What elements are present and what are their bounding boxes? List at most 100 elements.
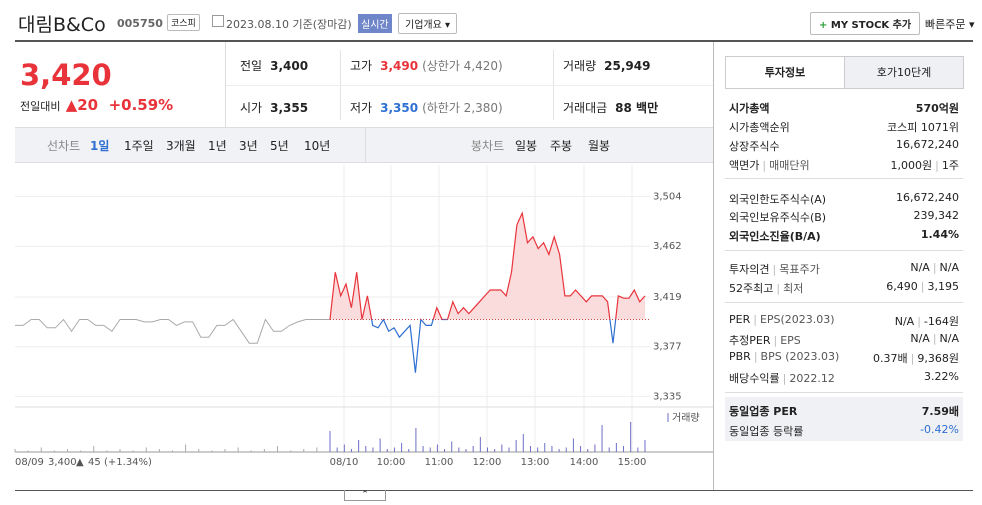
cell-note: (상한가 4,420) <box>422 59 503 73</box>
realtime-badge[interactable]: 실시간 <box>358 14 392 33</box>
tab-item[interactable]: 1년 <box>208 139 227 153</box>
info-label: 동일업종 PER <box>729 405 797 418</box>
volume-bar <box>329 431 331 452</box>
info-label: PBR | BPS (2023.03) <box>729 350 839 363</box>
tab-label: 선차트 <box>47 139 81 153</box>
volume-bar <box>145 447 147 452</box>
mystock-button[interactable]: + MY STOCK 추가 <box>810 12 921 35</box>
sep: | <box>753 313 757 326</box>
tab-item[interactable]: 월봉 <box>588 139 611 153</box>
volume-bar <box>465 449 467 452</box>
info-label: 시가총액 <box>729 102 769 115</box>
volume-bar <box>316 447 318 452</box>
cell-label: 거래대금 <box>563 101 608 115</box>
volume-bar <box>277 446 278 452</box>
info-value: 16,672,240 <box>896 191 959 204</box>
volume-bar <box>14 449 16 452</box>
side-rule <box>725 302 963 303</box>
tab-item[interactable]: 10년 <box>304 139 331 153</box>
volume-bar <box>350 449 352 452</box>
value-part: 570억원 <box>915 102 959 115</box>
quote-cell: 거래대금 88 백만 <box>563 99 658 116</box>
volume-bar <box>544 443 546 452</box>
volume-bar <box>408 449 410 452</box>
volume-bar <box>53 450 55 452</box>
side-rule <box>725 250 963 251</box>
quote-cell: 고가 3,490 (상한가 4,420) <box>350 57 503 74</box>
volume-bar <box>372 447 374 452</box>
value-part: 코스피 1071위 <box>887 121 959 134</box>
info-label: PER | EPS(2023.03) <box>729 313 835 326</box>
overview-button[interactable]: 기업개요 ▾ <box>398 13 458 34</box>
tab-item[interactable]: 1주일 <box>124 139 154 153</box>
side-tab[interactable]: 호가10단계 <box>844 56 964 89</box>
value-part: 9,368원 <box>917 352 959 365</box>
label-part: EPS <box>780 334 801 347</box>
cell-note: (하한가 2,380) <box>422 101 503 115</box>
label-part: 매매단위 <box>769 159 810 172</box>
up-area <box>330 213 645 320</box>
volume-bar <box>401 443 403 452</box>
info-label: 외국인한도주식수(A) <box>729 193 826 206</box>
divider <box>226 85 713 86</box>
volume-label: 거래량 <box>672 412 700 424</box>
tab-item[interactable]: 주봉 <box>550 139 573 153</box>
price-line-down <box>330 319 617 373</box>
tab-item[interactable]: 1일 <box>90 139 110 153</box>
quick-order-label: 빠른주문 <box>925 18 966 31</box>
volume-bar <box>172 450 173 452</box>
divider <box>225 42 226 127</box>
side-tab-active[interactable]: 투자정보 <box>725 56 845 88</box>
info-label: 추정PER | EPS <box>729 334 801 347</box>
info-row: 동일업종 PER 7.59배 <box>729 403 959 421</box>
volume-bar <box>494 449 496 452</box>
y-tick-label: 3,462 <box>653 241 682 252</box>
info-row: 배당수익률 | 2022.12 3.22% <box>729 370 959 388</box>
divider <box>713 42 714 490</box>
volume-bar <box>185 444 187 452</box>
sep: | <box>932 332 937 345</box>
info-label: 상장주식수 <box>729 140 780 153</box>
tab-item[interactable]: 3년 <box>239 139 258 153</box>
info-row: 동일업종 등락률 -0.42% <box>729 423 959 441</box>
info-row: 시가총액순위 코스피 1071위 <box>729 119 959 137</box>
y-tick-label: 3,377 <box>653 342 682 353</box>
stock-code: 005750 <box>117 17 163 30</box>
value-part: N/A <box>894 315 915 328</box>
tab-item[interactable]: 일봉 <box>515 139 538 153</box>
volume-bar <box>303 449 305 452</box>
volume-bar <box>250 450 252 452</box>
label-part: 최저 <box>783 282 804 295</box>
cell-value: 3,355 <box>270 101 309 115</box>
side-box <box>725 397 963 441</box>
prev-close: 3,400 <box>48 457 77 468</box>
label-part: 투자의견 <box>729 263 770 276</box>
info-value: 0.37배 | 9,368원 <box>873 350 959 366</box>
change-label: 전일대비 <box>20 100 61 113</box>
volume-bar <box>211 450 213 452</box>
info-value: 16,672,240 <box>896 138 959 151</box>
collapse-toggle[interactable]: ⌃ <box>344 490 386 501</box>
quote-cell: 시가 3,355 <box>240 99 308 116</box>
label-part: PER <box>729 313 751 326</box>
value-part: 1주 <box>941 159 959 172</box>
volume-bar <box>40 447 42 452</box>
info-row: PBR | BPS (2023.03) 0.37배 | 9,368원 <box>729 350 959 368</box>
tab-item[interactable]: 3개월 <box>166 139 196 153</box>
x-tick-label: 13:00 <box>521 457 550 468</box>
y-tick-label: 3,419 <box>653 292 682 303</box>
info-value: 7.59배 <box>922 403 959 419</box>
volume-bar <box>522 434 524 452</box>
sep: | <box>920 280 925 293</box>
label-part: 52주최고 <box>729 282 774 295</box>
prev-pct: (+1.34%) <box>104 457 152 468</box>
volume-bar <box>451 441 453 452</box>
tab-item[interactable]: 5년 <box>270 139 289 153</box>
volume-bar <box>379 438 381 452</box>
value-part: 7.59배 <box>921 405 959 418</box>
sep: | <box>753 350 758 363</box>
quick-order[interactable]: 빠른주문 ▾ <box>925 18 975 31</box>
info-row: 시가총액 570억원 <box>729 100 959 118</box>
volume-bar <box>444 449 446 452</box>
value-part: N/A <box>939 261 959 274</box>
